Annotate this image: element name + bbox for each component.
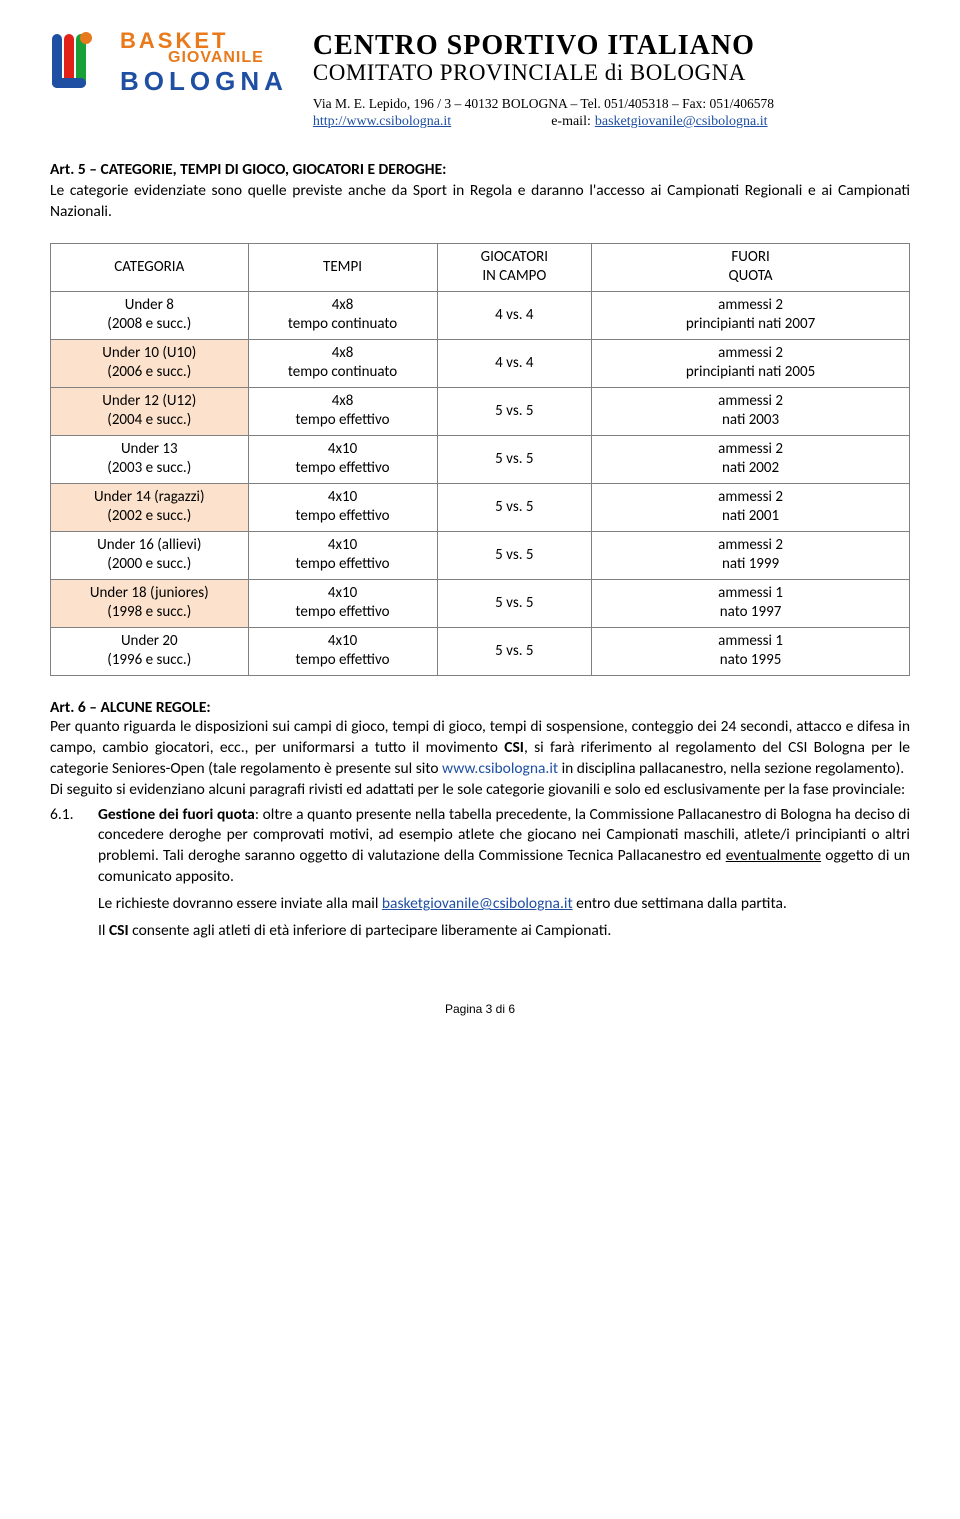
cell-tempi: 4x8tempo continuato <box>248 291 437 339</box>
cell-fuori-quota: ammessi 1nato 1997 <box>592 579 910 627</box>
cell-categoria: Under 8(2008 e succ.) <box>51 291 249 339</box>
art6-paragraph-2: Di seguito si evidenziano alcuni paragra… <box>50 780 910 801</box>
cell-tempi: 4x8tempo effettivo <box>248 387 437 435</box>
th-giocatori-l2: IN CAMPO <box>482 267 546 285</box>
cell-fuori-quota: ammessi 2nati 2003 <box>592 387 910 435</box>
art6-item-p3-b: consente agli atleti di età inferiore di… <box>129 921 612 940</box>
cell-giocatori: 5 vs. 5 <box>437 483 592 531</box>
header-right: CENTRO SPORTIVO ITALIANO COMITATO PROVIN… <box>303 30 910 130</box>
cell-giocatori: 4 vs. 4 <box>437 339 592 387</box>
cell-tempi: 4x10tempo effettivo <box>248 627 437 675</box>
page: BASKET GIOVANILE BOLOGNA CENTRO SPORTIVO… <box>0 0 960 1056</box>
header-url-link[interactable]: http://www.csibologna.it <box>313 114 451 130</box>
th-giocatori-l1: GIOCATORI <box>481 248 548 266</box>
art6-item-p3-a: Il <box>98 921 109 940</box>
header-title-2: COMITATO PROVINCIALE di BOLOGNA <box>313 60 910 86</box>
cell-categoria: Under 20(1996 e succ.) <box>51 627 249 675</box>
art6-block: Art. 6 – ALCUNE REGOLE: Per quanto rigua… <box>50 698 910 942</box>
art6-item-p2-link[interactable]: basketgiovanile@csibologna.it <box>382 894 573 913</box>
th-fuori-l2: QUOTA <box>729 267 773 285</box>
header-links: http://www.csibologna.it e-mail: basketg… <box>313 114 910 130</box>
cell-fuori-quota: ammessi 2principianti nati 2007 <box>592 291 910 339</box>
basket-logo: BASKET GIOVANILE BOLOGNA <box>120 30 288 94</box>
basket-logo-line3: BOLOGNA <box>120 68 288 94</box>
cell-giocatori: 5 vs. 5 <box>437 627 592 675</box>
th-giocatori: GIOCATORI IN CAMPO <box>437 243 592 291</box>
cell-categoria: Under 12 (U12)(2004 e succ.) <box>51 387 249 435</box>
cell-tempi: 4x10tempo effettivo <box>248 435 437 483</box>
email-label: e-mail: <box>551 114 591 130</box>
cell-categoria: Under 10 (U10)(2006 e succ.) <box>51 339 249 387</box>
page-header: BASKET GIOVANILE BOLOGNA CENTRO SPORTIVO… <box>50 30 910 130</box>
art6-item-p2-a: Le richieste dovranno essere inviate all… <box>98 894 382 913</box>
header-title-1: CENTRO SPORTIVO ITALIANO <box>313 30 910 62</box>
art6-list: 6.1. Gestione dei fuori quota: oltre a q… <box>50 805 910 943</box>
art6-item-p1-bold: Gestione dei fuori quota <box>98 805 255 824</box>
cell-categoria: Under 13(2003 e succ.) <box>51 435 249 483</box>
art6-item-number: 6.1. <box>50 805 98 943</box>
table-row: Under 12 (U12)(2004 e succ.)4x8tempo eff… <box>51 387 910 435</box>
cell-tempi: 4x10tempo effettivo <box>248 579 437 627</box>
csi-logo-icon <box>50 30 105 95</box>
page-footer: Pagina 3 di 6 <box>50 1002 910 1016</box>
art6-item-6-1: 6.1. Gestione dei fuori quota: oltre a q… <box>50 805 910 943</box>
art6-paragraph-1: Per quanto riguarda le disposizioni sui … <box>50 717 910 780</box>
table-row: Under 16 (allievi)(2000 e succ.)4x10temp… <box>51 531 910 579</box>
table-row: Under 14 (ragazzi)(2002 e succ.)4x10temp… <box>51 483 910 531</box>
cell-tempi: 4x10tempo effettivo <box>248 483 437 531</box>
header-email-link[interactable]: basketgiovanile@csibologna.it <box>595 114 768 130</box>
art6-item-p1-under: eventualmente <box>726 846 821 865</box>
art6-item-p2-b: entro due settimana dalla partita. <box>573 894 787 913</box>
cell-tempi: 4x10tempo effettivo <box>248 531 437 579</box>
cell-giocatori: 5 vs. 5 <box>437 531 592 579</box>
cell-fuori-quota: ammessi 2nati 2001 <box>592 483 910 531</box>
cell-giocatori: 5 vs. 5 <box>437 579 592 627</box>
table-row: Under 20(1996 e succ.)4x10tempo effettiv… <box>51 627 910 675</box>
art6-p1-bold: CSI <box>504 738 524 757</box>
cell-tempi: 4x8tempo continuato <box>248 339 437 387</box>
table-row: Under 18 (juniores)(1998 e succ.)4x10tem… <box>51 579 910 627</box>
art6-p1-link[interactable]: www.csibologna.it <box>442 759 558 778</box>
spacer <box>451 114 551 130</box>
th-fuori-l1: FUORI <box>731 248 769 266</box>
table-header-row: CATEGORIA TEMPI GIOCATORI IN CAMPO FUORI… <box>51 243 910 291</box>
table-row: Under 13(2003 e succ.)4x10tempo effettiv… <box>51 435 910 483</box>
art6-heading: Art. 6 – ALCUNE REGOLE: <box>50 698 910 717</box>
cell-categoria: Under 18 (juniores)(1998 e succ.) <box>51 579 249 627</box>
th-categoria: CATEGORIA <box>51 243 249 291</box>
art6-item-text: Gestione dei fuori quota: oltre a quanto… <box>98 805 910 943</box>
cell-fuori-quota: ammessi 2nati 1999 <box>592 531 910 579</box>
cell-giocatori: 4 vs. 4 <box>437 291 592 339</box>
cell-fuori-quota: ammessi 1nato 1995 <box>592 627 910 675</box>
art5-body: Le categorie evidenziate sono quelle pre… <box>50 181 910 223</box>
cell-categoria: Under 14 (ragazzi)(2002 e succ.) <box>51 483 249 531</box>
art6-p1-c: in disciplina pallacanestro, nella sezio… <box>558 759 904 778</box>
art5-heading: Art. 5 – CATEGORIE, TEMPI DI GIOCO, GIOC… <box>50 160 910 179</box>
th-tempi: TEMPI <box>248 243 437 291</box>
header-contact: Via M. E. Lepido, 196 / 3 – 40132 BOLOGN… <box>313 96 910 112</box>
table-row: Under 8(2008 e succ.)4x8tempo continuato… <box>51 291 910 339</box>
cell-fuori-quota: ammessi 2nati 2002 <box>592 435 910 483</box>
th-fuori: FUORI QUOTA <box>592 243 910 291</box>
categories-table: CATEGORIA TEMPI GIOCATORI IN CAMPO FUORI… <box>50 243 910 676</box>
cell-giocatori: 5 vs. 5 <box>437 435 592 483</box>
cell-categoria: Under 16 (allievi)(2000 e succ.) <box>51 531 249 579</box>
basket-logo-line2: GIOVANILE <box>168 50 288 66</box>
cell-fuori-quota: ammessi 2principianti nati 2005 <box>592 339 910 387</box>
art6-item-p3-bold: CSI <box>109 921 129 940</box>
cell-giocatori: 5 vs. 5 <box>437 387 592 435</box>
table-row: Under 10 (U10)(2006 e succ.)4x8tempo con… <box>51 339 910 387</box>
